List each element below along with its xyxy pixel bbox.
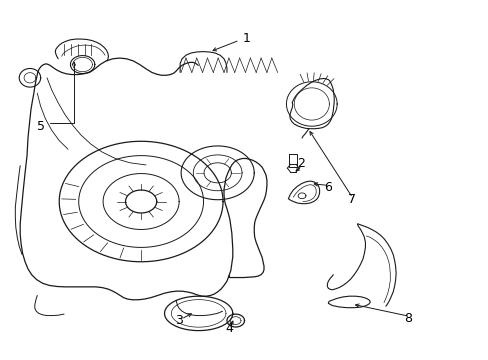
Text: 3: 3: [174, 314, 182, 327]
Text: 4: 4: [224, 322, 232, 335]
Text: 2: 2: [296, 157, 304, 170]
Text: 1: 1: [243, 32, 250, 45]
Text: 8: 8: [403, 311, 411, 325]
Text: 5: 5: [37, 121, 44, 134]
Text: 6: 6: [324, 181, 332, 194]
Text: 7: 7: [347, 193, 355, 206]
